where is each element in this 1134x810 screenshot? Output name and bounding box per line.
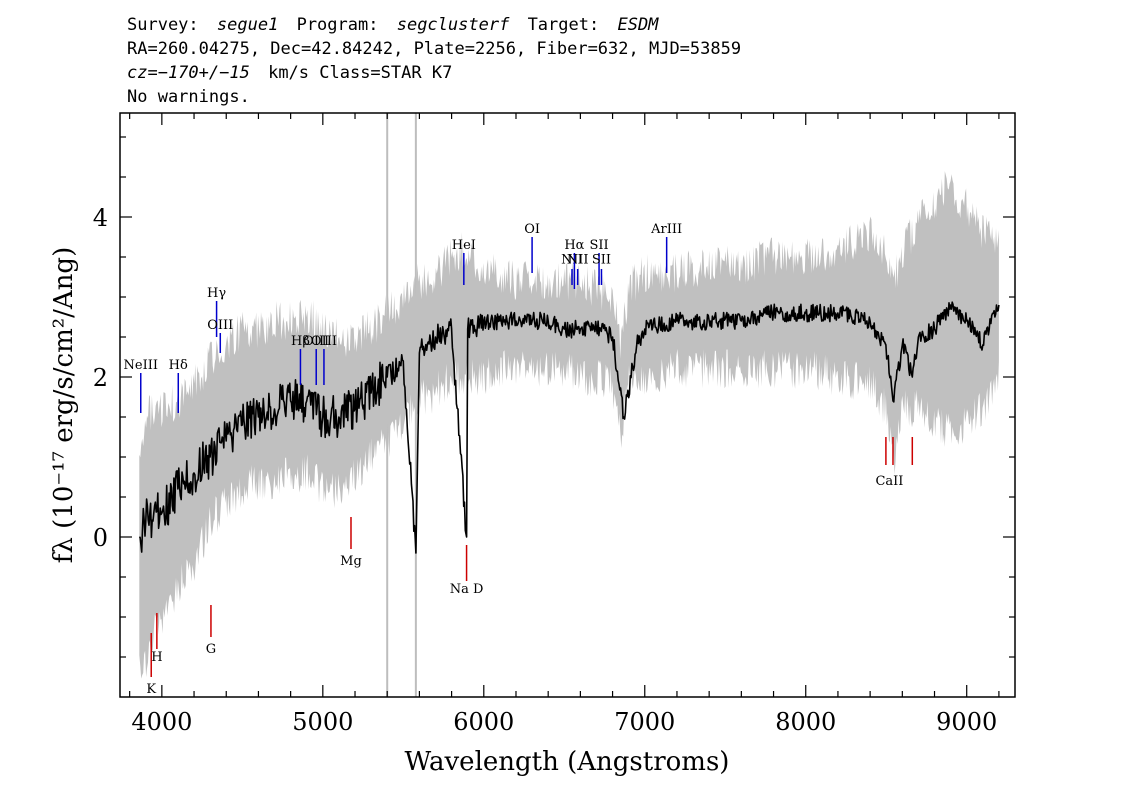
axis-ticks: 4000 5000 6000 7000 8000 9000 0 2 4 [93,113,1015,736]
y-tick-label-2: 4 [93,204,108,232]
x-tick-label-4: 8000 [775,708,836,736]
program-label: Program: [297,15,379,35]
line-label-1: Hδ [169,358,188,373]
redshift-value: cz=−170+/−15 [127,63,250,83]
program-value: segclusterf [397,15,510,35]
spectral-line-markers: NeIII HδHγOIIIHβOIIIOIIIHeIOINIIHαNIISIIS… [124,222,914,697]
plot-frame [119,112,1016,698]
header-line-3: cz=−170+/−15 km/s Class=STAR K7 [127,63,452,83]
line-label-6: OIII [311,334,337,349]
y-tick-label-1: 2 [93,364,108,392]
line-label-5: OIII [303,334,329,349]
survey-value: segue1 [217,15,278,35]
line-label-19: Na D [450,582,484,597]
flux-line [138,301,1000,554]
line-label-11: NII [567,252,589,267]
line-label-4: Hβ [291,334,310,349]
line-label-17: G [206,642,216,657]
header-line-1: Survey: segue1 Program: segclusterf Targ… [127,15,659,35]
line-label-2: Hγ [207,286,226,301]
line-label-16: H [151,650,162,665]
x-tick-label-3: 7000 [614,708,675,736]
line-label-7: HeI [452,238,476,253]
line-label-8: OI [524,222,540,237]
line-label-9: NII [561,252,583,267]
error-band [139,171,999,679]
target-value: ESDM [617,15,659,35]
line-label-0: NeIII [124,358,158,373]
x-tick-label-0: 4000 [131,708,192,736]
line-label-20: CaII [875,474,903,489]
line-label-14: ArIII [650,222,682,237]
line-label-18: Mg [340,554,362,569]
line-label-12: SII [589,238,608,253]
header-line-2: RA=260.04275, Dec=42.84242, Plate=2256, … [127,39,741,59]
x-axis-label: Wavelength (Angstroms) [405,747,730,777]
x-tick-label-5: 9000 [936,708,997,736]
line-label-10: Hα [564,238,584,253]
y-axis-label: fλ (10⁻¹⁷ erg/s/cm²/Ang) [49,247,79,563]
survey-label: Survey: [127,15,199,35]
line-label-3: OIII [207,318,233,333]
y-tick-label-0: 0 [93,524,108,552]
header-line-4: No warnings. [127,87,250,107]
class-value: km/s Class=STAR K7 [268,63,452,83]
x-tick-label-2: 6000 [453,708,514,736]
plot-area: NeIII HδHγOIIIHβOIIIOIIIHeIOINIIHαNIISIIS… [93,112,1016,736]
line-label-13: SII [592,252,611,267]
x-tick-label-1: 5000 [292,708,353,736]
line-label-15: K [146,682,156,697]
target-label: Target: [528,15,600,35]
